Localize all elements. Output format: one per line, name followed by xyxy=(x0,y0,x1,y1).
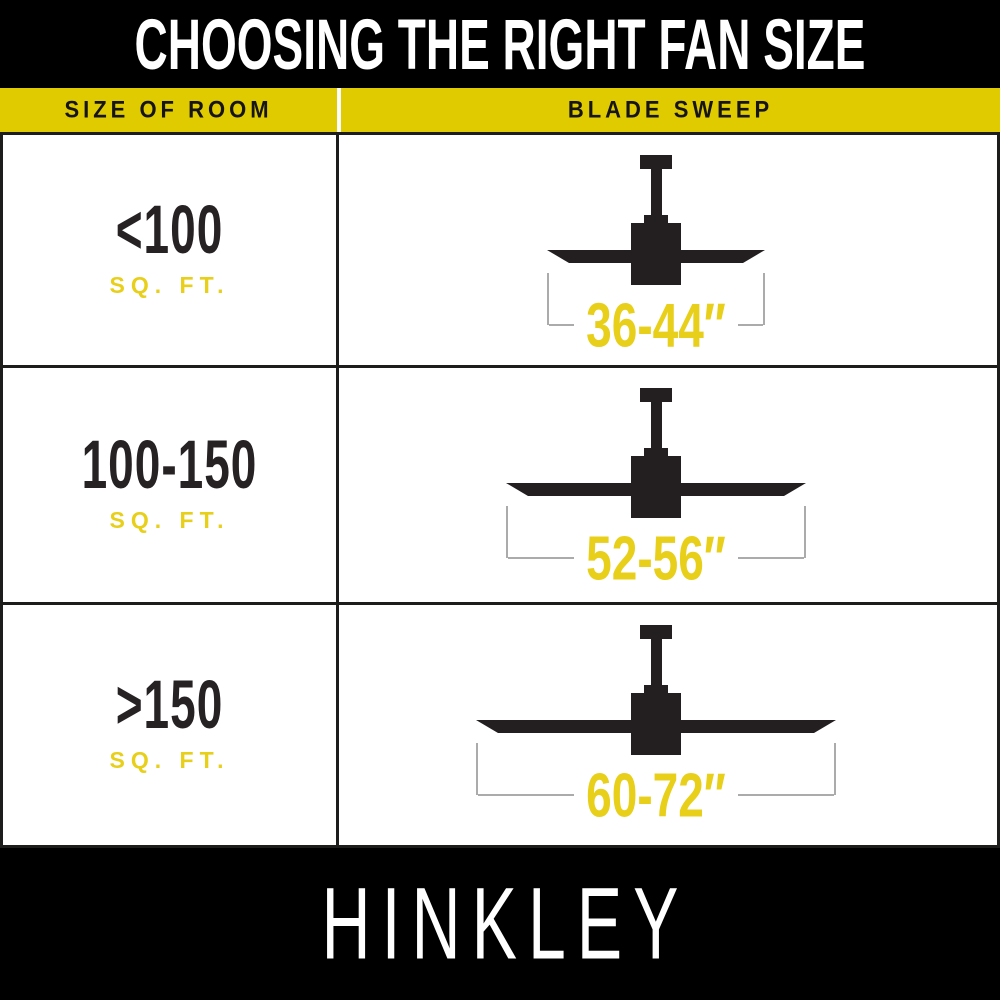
blade-sweep-value: 60-72″ xyxy=(586,759,726,831)
table-row: >150 SQ. FT. 60-72″ xyxy=(3,605,997,848)
fan-downrod xyxy=(650,169,662,215)
title-bar: CHOOSING THE RIGHT FAN SIZE xyxy=(0,0,1000,88)
table-row: <100 SQ. FT. 36-44″ xyxy=(3,135,997,368)
measurement-bracket xyxy=(547,273,765,326)
fan-blades xyxy=(547,250,765,263)
fan-collar xyxy=(644,685,668,694)
room-unit-label: SQ. FT. xyxy=(109,271,230,298)
brand-logo: HINKLEY xyxy=(321,867,690,981)
room-cell: >150 SQ. FT. xyxy=(3,605,339,845)
room-size-value: <100 xyxy=(115,189,224,268)
brand-bar: HINKLEY xyxy=(0,848,1000,1000)
room-size-value: 100-150 xyxy=(81,424,258,503)
bracket-segment-right xyxy=(738,794,834,796)
column-header-sweep-label: BLADE SWEEP xyxy=(567,95,774,124)
fan-downrod xyxy=(650,402,662,448)
bracket-segment-left xyxy=(508,557,574,559)
column-header-sweep-cell: BLADE SWEEP xyxy=(341,88,1000,132)
column-header-room-cell: SIZE OF ROOM xyxy=(0,88,337,132)
fan-blades xyxy=(476,720,836,733)
blade-sweep-value-wrap: 52-56″ xyxy=(586,523,726,593)
bracket-segment-left xyxy=(478,794,574,796)
blade-sweep-value-wrap: 60-72″ xyxy=(586,760,726,830)
ceiling-fan-icon: 52-56″ xyxy=(506,388,806,593)
room-cell: 100-150 SQ. FT. xyxy=(3,368,339,602)
measurement-bracket xyxy=(506,506,806,559)
size-table: <100 SQ. FT. 36-44″ xyxy=(0,135,1000,848)
fan-canopy xyxy=(640,625,672,639)
ceiling-fan-icon: 36-44″ xyxy=(547,155,765,360)
bracket-segment-right xyxy=(738,324,763,326)
table-row: 100-150 SQ. FT. 52-56″ xyxy=(3,368,997,605)
room-unit-label: SQ. FT. xyxy=(109,506,230,533)
room-size-value: >150 xyxy=(115,664,224,743)
column-divider xyxy=(337,88,341,132)
page-title: CHOOSING THE RIGHT FAN SIZE xyxy=(134,3,866,85)
blade-sweep-value: 52-56″ xyxy=(586,522,726,594)
column-header-room-label: SIZE OF ROOM xyxy=(64,95,273,124)
blade-sweep-value-wrap: 36-44″ xyxy=(586,290,726,360)
column-header-row: SIZE OF ROOM BLADE SWEEP xyxy=(0,88,1000,135)
blade-sweep-value: 36-44″ xyxy=(586,289,726,361)
room-unit-label: SQ. FT. xyxy=(109,746,230,773)
sweep-cell: 60-72″ xyxy=(339,605,997,845)
sweep-cell: 36-44″ xyxy=(339,135,997,365)
sweep-cell: 52-56″ xyxy=(339,368,997,602)
fan-collar xyxy=(644,448,668,457)
fan-canopy xyxy=(640,388,672,402)
fan-blades xyxy=(506,483,806,496)
measurement-bracket xyxy=(476,743,836,796)
ceiling-fan-icon: 60-72″ xyxy=(476,625,836,830)
bracket-segment-right xyxy=(738,557,804,559)
fan-canopy xyxy=(640,155,672,169)
bracket-segment-left xyxy=(549,324,574,326)
fan-downrod xyxy=(650,639,662,685)
fan-collar xyxy=(644,215,668,224)
room-cell: <100 SQ. FT. xyxy=(3,135,339,365)
